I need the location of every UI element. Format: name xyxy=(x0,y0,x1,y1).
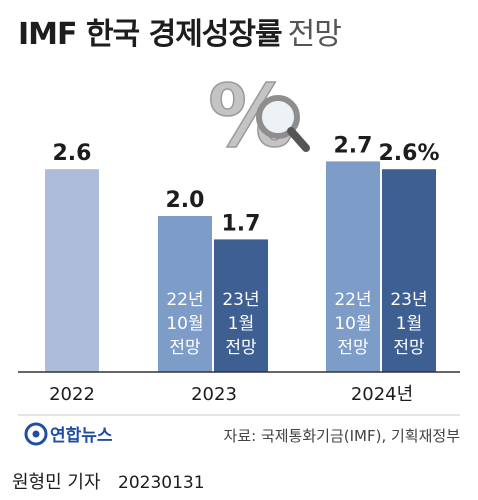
bar-inner-label: 23년 xyxy=(222,290,259,310)
bars-group xyxy=(45,161,436,372)
bar-inner-label: 23년 xyxy=(390,290,427,310)
x-tick-label: 2023 xyxy=(191,384,237,405)
logo-text: 연합뉴스 xyxy=(50,425,113,446)
bar-value-label: 2.7 xyxy=(334,133,373,158)
percent-decoration: % xyxy=(207,66,310,168)
bar-inner-label: 22년 xyxy=(334,290,371,310)
magnifier-icon xyxy=(256,95,310,152)
bar-2023-2 xyxy=(214,239,268,372)
bar-2024년-3 xyxy=(326,161,380,372)
source-text: 자료: 국제통화기금(IMF), 기획재정부 xyxy=(224,427,461,445)
chart-title-main: IMF 한국 경제성장률 xyxy=(18,17,283,52)
bar-2022-0 xyxy=(45,169,99,372)
bar-value-label: 2.6% xyxy=(378,141,439,166)
bar-inner-label: 10월 xyxy=(334,314,371,334)
bar-inner-label: 전망 xyxy=(225,338,257,358)
bar-value-label: 2.6 xyxy=(53,141,92,166)
bar-inner-label: 전망 xyxy=(337,338,369,358)
bar-inner-label: 전망 xyxy=(393,338,425,358)
bar-labels-group: 2.6 2.0 1.7 2.7 2.6% xyxy=(53,133,440,236)
bar-2024년-4 xyxy=(382,169,436,372)
logo-mark-icon xyxy=(24,422,48,446)
x-tick-label: 2022 xyxy=(49,384,95,405)
bar-value-label: 1.7 xyxy=(222,211,261,236)
x-tick-labels: 2022 2023 2024년 xyxy=(49,384,413,405)
yonhap-logo: 연합뉴스 xyxy=(24,422,113,446)
credit-text: 원형민 기자 xyxy=(12,472,101,493)
x-tick-label: 2024년 xyxy=(351,384,413,405)
bar-inner-label: 10월 xyxy=(166,314,203,334)
bar-value-label: 2.0 xyxy=(166,188,205,213)
chart-title: IMF 한국 경제성장률 전망 xyxy=(18,17,342,52)
bar-inner-label: 22년 xyxy=(166,290,203,310)
bar-2023-1 xyxy=(158,216,212,372)
bar-inner-label: 전망 xyxy=(169,338,201,358)
chart-title-sub: 전망 xyxy=(287,17,342,52)
date-text: 20230131 xyxy=(118,473,205,493)
bar-inner-label: 1월 xyxy=(396,314,422,334)
bar-inner-label: 1월 xyxy=(228,314,254,334)
